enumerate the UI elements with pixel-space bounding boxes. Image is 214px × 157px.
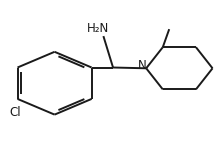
Text: Cl: Cl <box>10 106 21 119</box>
Text: H₂N: H₂N <box>87 22 110 35</box>
Text: N: N <box>138 59 147 72</box>
